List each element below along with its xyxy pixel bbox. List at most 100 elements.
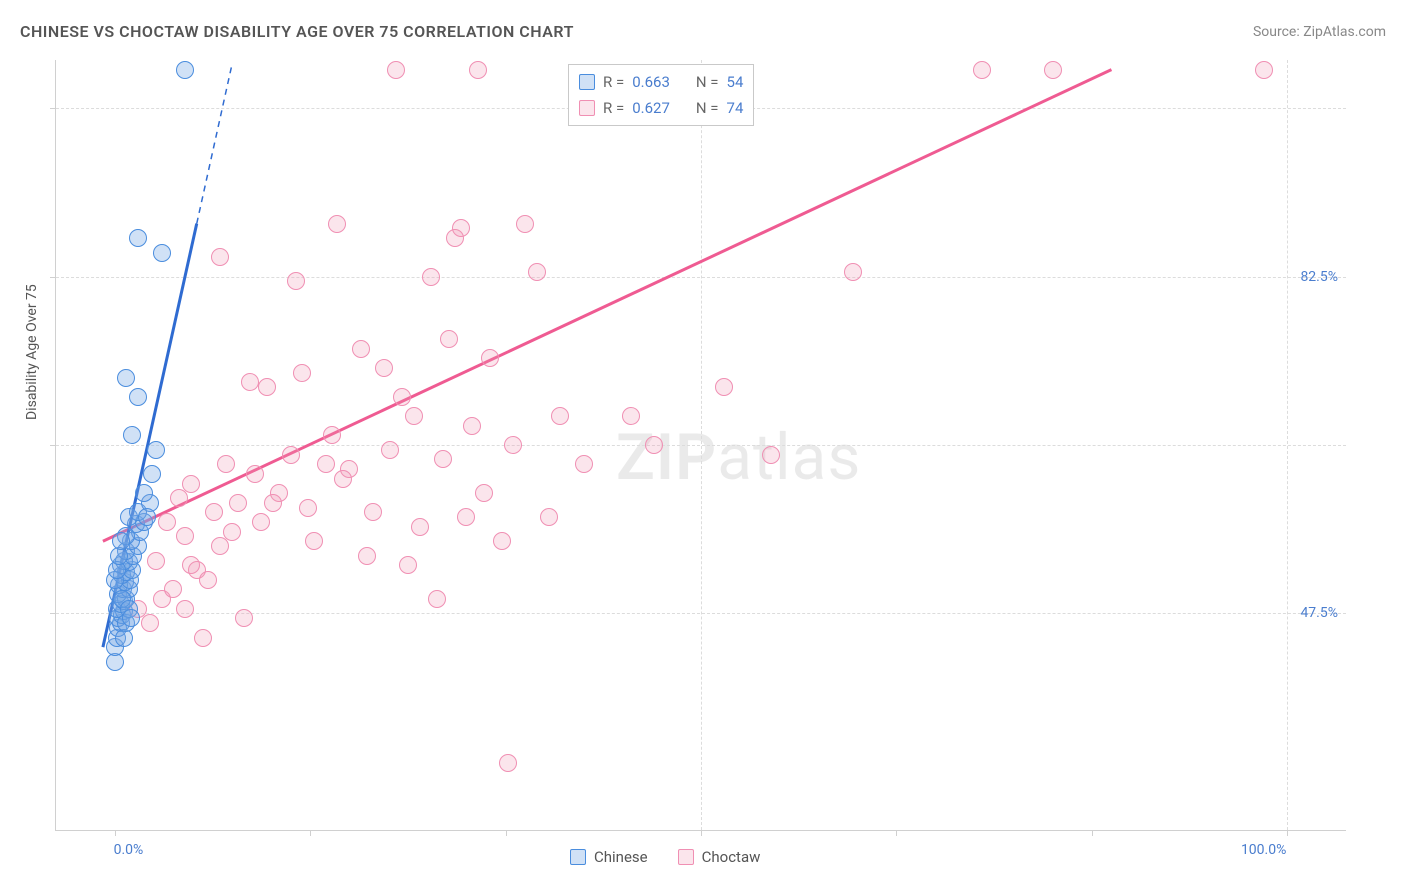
data-point [364, 503, 382, 521]
x-axis-tick-minor [506, 830, 507, 836]
data-point [211, 537, 229, 555]
data-point [143, 465, 161, 483]
scatter-chart: ZIPatlas 47.5%82.5% [55, 60, 1346, 831]
data-point [164, 580, 182, 598]
data-point [352, 340, 370, 358]
data-point [112, 532, 130, 550]
chart-title: CHINESE VS CHOCTAW DISABILITY AGE OVER 7… [20, 22, 574, 41]
data-point [387, 61, 405, 79]
data-point [428, 590, 446, 608]
data-point [393, 388, 411, 406]
data-point [452, 219, 470, 237]
trend-line [56, 60, 1346, 830]
data-point [182, 475, 200, 493]
r-label: R = [603, 69, 624, 95]
data-point [147, 441, 165, 459]
stats-legend-box: R = 0.663 N = 54 R = 0.627 N = 74 [568, 64, 754, 126]
r-value-chinese: 0.663 [632, 69, 670, 95]
data-point [176, 600, 194, 618]
x-axis-label: 0.0% [114, 842, 144, 858]
data-point [199, 571, 217, 589]
x-axis-label: 100.0% [1236, 842, 1286, 858]
data-point [440, 330, 458, 348]
x-axis-tick-minor [310, 830, 311, 836]
swatch-choctaw-icon [579, 100, 595, 116]
data-point [645, 436, 663, 454]
data-point [194, 629, 212, 647]
data-point [229, 494, 247, 512]
data-point [715, 378, 733, 396]
data-point [117, 369, 135, 387]
data-point [129, 229, 147, 247]
data-point [141, 614, 159, 632]
data-point [235, 609, 253, 627]
data-point [205, 503, 223, 521]
n-value-choctaw: 74 [727, 95, 744, 121]
legend-label-chinese: Chinese [594, 848, 648, 866]
legend-item-chinese: Chinese [570, 848, 648, 866]
data-point [287, 272, 305, 290]
r-label: R = [603, 95, 624, 121]
data-point [282, 446, 300, 464]
data-point [399, 556, 417, 574]
legend-bottom: Chinese Choctaw [570, 848, 760, 866]
data-point [516, 215, 534, 233]
data-point [493, 532, 511, 550]
n-label: N = [696, 95, 719, 121]
data-point [223, 523, 241, 541]
data-point [293, 364, 311, 382]
data-point [481, 349, 499, 367]
data-point [323, 426, 341, 444]
data-point [334, 470, 352, 488]
data-point [176, 527, 194, 545]
legend-label-choctaw: Choctaw [702, 848, 761, 866]
data-point [211, 248, 229, 266]
n-label: N = [696, 69, 719, 95]
data-point [375, 359, 393, 377]
data-point [575, 455, 593, 473]
data-point [246, 465, 264, 483]
data-point [551, 407, 569, 425]
x-axis-tick [701, 830, 702, 836]
data-point [135, 484, 153, 502]
source-attribution: Source: ZipAtlas.com [1253, 24, 1386, 40]
chart-header: CHINESE VS CHOCTAW DISABILITY AGE OVER 7… [20, 22, 1386, 41]
data-point [299, 499, 317, 517]
data-point [129, 388, 147, 406]
data-point [138, 508, 156, 526]
data-point [1044, 61, 1062, 79]
n-value-chinese: 54 [727, 69, 744, 95]
data-point [540, 508, 558, 526]
swatch-chinese-icon [570, 849, 586, 865]
data-point [475, 484, 493, 502]
x-axis-tick [1287, 830, 1288, 836]
data-point [622, 407, 640, 425]
data-point [241, 373, 259, 391]
data-point [973, 61, 991, 79]
y-axis-title: Disability Age Over 75 [24, 284, 40, 420]
data-point [499, 754, 517, 772]
data-point [158, 513, 176, 531]
data-point [147, 552, 165, 570]
data-point [405, 407, 423, 425]
data-point [122, 609, 140, 627]
data-point [1255, 61, 1273, 79]
data-point [317, 455, 335, 473]
data-point [504, 436, 522, 454]
data-point [381, 441, 399, 459]
x-axis-tick [115, 830, 116, 836]
stats-row-chinese: R = 0.663 N = 54 [579, 69, 743, 95]
data-point [411, 518, 429, 536]
data-point [469, 61, 487, 79]
data-point [123, 426, 141, 444]
legend-item-choctaw: Choctaw [678, 848, 761, 866]
data-point [328, 215, 346, 233]
data-point [422, 268, 440, 286]
source-name: ZipAtlas.com [1303, 24, 1386, 40]
data-point [762, 446, 780, 464]
data-point [434, 450, 452, 468]
x-axis-tick-minor [896, 830, 897, 836]
data-point [182, 556, 200, 574]
source-prefix: Source: [1253, 24, 1303, 40]
data-point [153, 244, 171, 262]
